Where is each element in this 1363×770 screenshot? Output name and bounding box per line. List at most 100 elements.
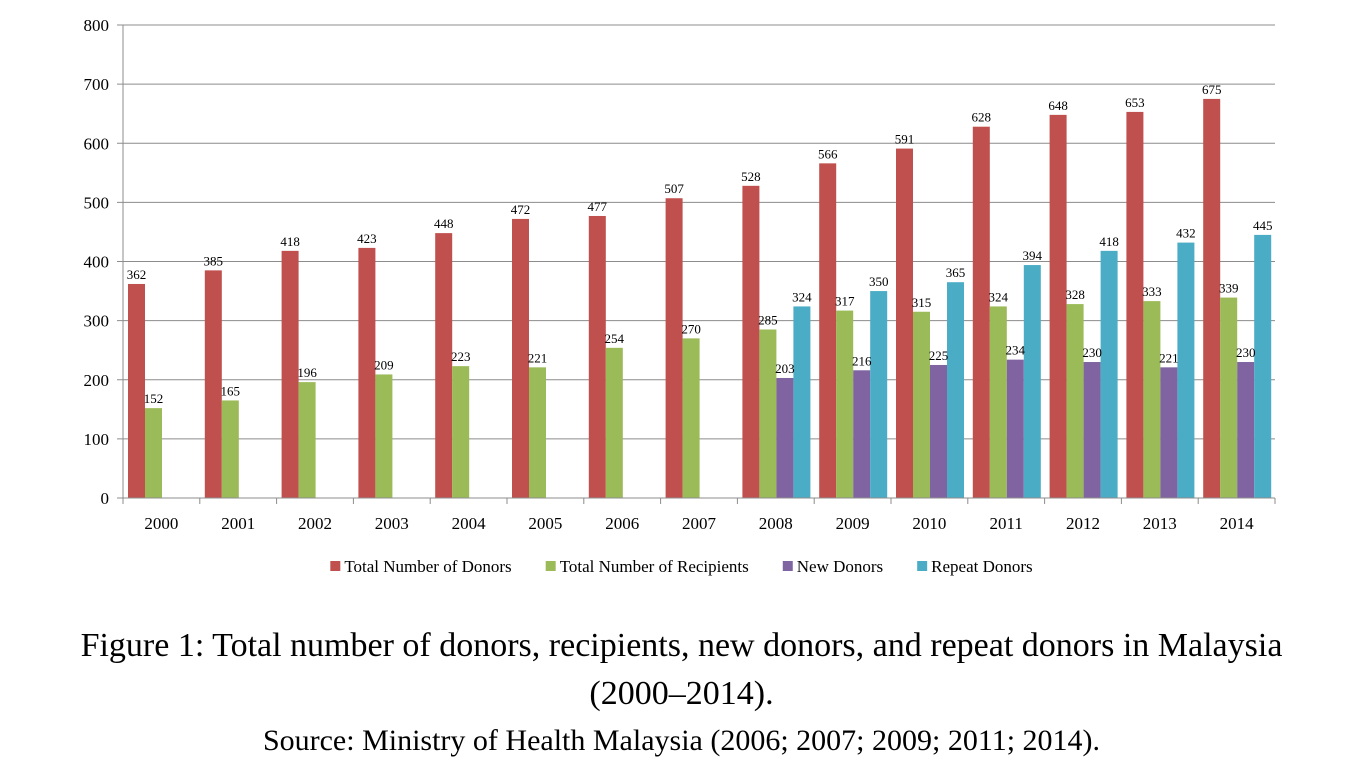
- x-tick-label: 2003: [375, 514, 409, 533]
- bar: [435, 233, 453, 498]
- bar: [128, 283, 145, 498]
- data-label: 362: [127, 267, 147, 282]
- bar: [913, 311, 930, 498]
- bar: [870, 291, 888, 498]
- data-label: 230: [1082, 345, 1102, 360]
- data-label: 230: [1236, 345, 1256, 360]
- bar: [452, 366, 470, 498]
- data-label: 394: [1023, 248, 1043, 263]
- bar: [1237, 362, 1255, 498]
- bar: [682, 338, 700, 498]
- data-label: 507: [664, 181, 684, 196]
- legend-item: New Donors: [782, 557, 883, 576]
- bar: [1203, 98, 1221, 498]
- bar: [281, 250, 299, 498]
- legend-swatch: [330, 561, 341, 571]
- bar: [853, 370, 871, 498]
- bar: [1160, 367, 1178, 498]
- x-tick-label: 2008: [759, 514, 793, 533]
- data-label: 203: [775, 361, 795, 376]
- bar: [972, 126, 990, 498]
- data-label: 221: [528, 350, 548, 365]
- legend-item: Total Number of Recipients: [545, 557, 749, 576]
- y-tick-label: 300: [84, 312, 110, 331]
- legend-swatch: [782, 561, 793, 571]
- bar: [298, 382, 316, 498]
- legend-label: Repeat Donors: [931, 557, 1033, 576]
- x-tick-label: 2009: [836, 514, 870, 533]
- data-label: 324: [792, 289, 812, 304]
- data-label: 196: [297, 365, 317, 380]
- data-label: 225: [929, 348, 949, 363]
- legend-swatch: [545, 561, 556, 571]
- legend-item: Repeat Donors: [917, 557, 1033, 576]
- data-label: 418: [1099, 234, 1119, 249]
- data-label: 648: [1048, 98, 1068, 113]
- legend-swatch: [917, 561, 928, 571]
- data-label: 317: [835, 294, 855, 309]
- bar: [665, 198, 683, 498]
- axes: 0 100 200 300 400 500 600 700 800 2000 2001 2002 200…: [84, 16, 1276, 533]
- bar: [1006, 359, 1024, 498]
- legend-label: New Donors: [797, 557, 883, 576]
- data-label: 566: [818, 146, 838, 161]
- data-label: 472: [511, 202, 531, 217]
- data-label: 653: [1125, 95, 1145, 110]
- x-tick-label: 2001: [221, 514, 255, 533]
- bar: [947, 282, 964, 498]
- bar-chart: 362 152 385 165 418 196 423 209 448 223 472 221 477 2…: [84, 16, 1276, 576]
- x-tick-label: 2004: [452, 514, 487, 533]
- bar: [1126, 111, 1144, 498]
- data-label: 448: [434, 216, 454, 231]
- x-tick-label: 2014: [1220, 514, 1255, 533]
- x-tick-label: 2002: [298, 514, 332, 533]
- bar: [1220, 297, 1238, 498]
- y-tick-label: 0: [101, 489, 110, 508]
- bar: [221, 400, 239, 498]
- x-tick-label: 2011: [990, 514, 1023, 533]
- data-label: 234: [1006, 343, 1026, 358]
- bar: [793, 306, 811, 498]
- data-label: 477: [588, 199, 608, 214]
- data-label: 209: [374, 357, 394, 372]
- bar: [742, 185, 760, 498]
- legend-label: Total Number of Donors: [344, 557, 511, 576]
- x-tick-label: 2013: [1143, 514, 1177, 533]
- data-label: 432: [1176, 226, 1196, 241]
- x-tick-label: 2000: [144, 514, 178, 533]
- data-label: 165: [221, 383, 241, 398]
- x-tick-label: 2012: [1066, 514, 1100, 533]
- data-label: 423: [357, 231, 377, 246]
- data-label: 365: [946, 265, 966, 280]
- legend: Total Number of Donors Total Number of Re…: [330, 557, 1033, 576]
- bar: [145, 408, 162, 498]
- bar: [1177, 242, 1195, 498]
- x-tick-label: 2010: [912, 514, 946, 533]
- bar: [989, 306, 1007, 498]
- bar: [776, 377, 794, 498]
- bar: [1083, 362, 1101, 498]
- legend-item: Total Number of Donors: [330, 557, 512, 576]
- data-label: 221: [1159, 350, 1179, 365]
- data-label: 285: [758, 312, 778, 327]
- data-labels: 362 152 385 165 418 196 423 209 448 223 472 221 477 2…: [127, 82, 1273, 406]
- y-tick-label: 600: [84, 134, 110, 153]
- data-label: 628: [972, 110, 992, 125]
- data-label: 675: [1202, 82, 1222, 97]
- y-tick-label: 500: [84, 193, 110, 212]
- x-tick-label: 2006: [605, 514, 639, 533]
- figure-caption: Figure 1: Total number of donors, recipi…: [80, 627, 1283, 664]
- data-label: 324: [989, 289, 1009, 304]
- bar: [358, 247, 376, 498]
- bar: [588, 215, 606, 498]
- y-tick-label: 400: [84, 253, 110, 272]
- figure-caption-years: (2000–2014).: [589, 675, 774, 712]
- x-tick-label: 2007: [682, 514, 717, 533]
- y-tick-label: 100: [84, 430, 110, 449]
- data-label: 333: [1142, 284, 1162, 299]
- bar: [1254, 234, 1272, 499]
- bar: [1100, 250, 1118, 498]
- bar: [204, 270, 222, 498]
- data-label: 152: [144, 391, 164, 406]
- data-label: 385: [204, 253, 224, 268]
